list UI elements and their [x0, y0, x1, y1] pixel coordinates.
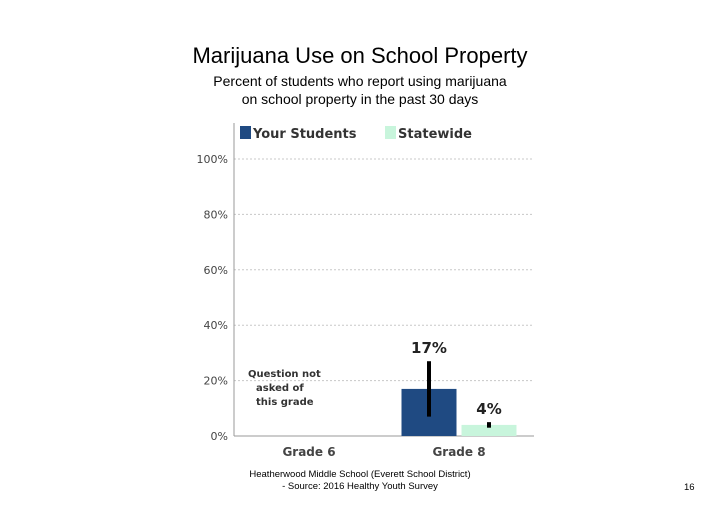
annotation-text: this grade [256, 397, 314, 408]
annotation-text: Question not [248, 369, 321, 380]
page-title: Marijuana Use on School Property [192, 43, 528, 68]
data-label: 17% [411, 339, 447, 357]
subtitle-line-2: on school property in the past 30 days [241, 91, 479, 107]
footer-line-1: Heatherwood Middle School (Everett Schoo… [249, 469, 471, 480]
y-tick-label: 60% [204, 264, 228, 277]
bar [461, 424, 517, 436]
data-label: 4% [476, 400, 501, 418]
page-subtitle: Percent of students who report using mar… [0, 72, 720, 108]
legend-swatch [385, 126, 396, 139]
legend-label: Statewide [398, 127, 472, 142]
subtitle-line-1: Percent of students who report using mar… [213, 73, 507, 89]
y-tick-label: 0% [211, 430, 228, 443]
y-tick-label: 40% [204, 319, 228, 332]
footer-line-2: - Source: 2016 Healthy Youth Survey [282, 481, 438, 492]
page-number: 16 [684, 482, 695, 493]
footer-source: Heatherwood Middle School (Everett Schoo… [180, 469, 540, 493]
x-category-label: Grade 6 [282, 445, 335, 459]
y-tick-label: 100% [197, 153, 228, 166]
x-category-label: Grade 8 [432, 445, 485, 459]
y-tick-label: 20% [204, 375, 228, 388]
annotation-text: asked of [256, 383, 304, 394]
legend-swatch [240, 126, 251, 139]
legend-label: Your Students [252, 127, 357, 142]
y-tick-label: 80% [204, 208, 228, 221]
